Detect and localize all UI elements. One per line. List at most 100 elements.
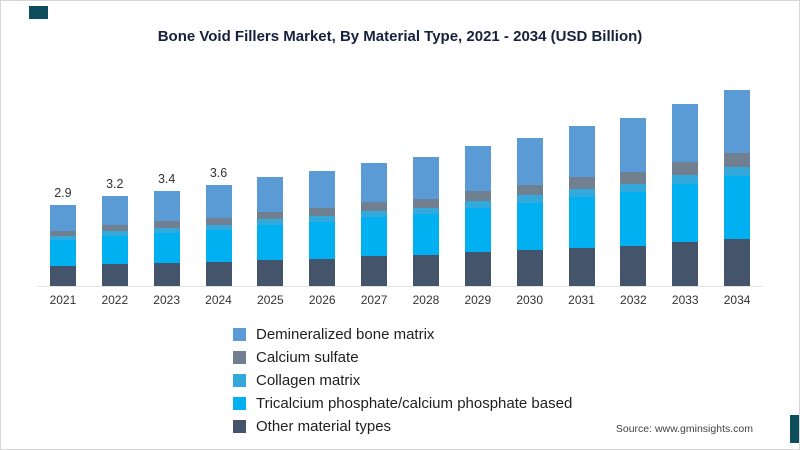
bar-segment	[568, 126, 595, 178]
legend-swatch-icon	[233, 397, 246, 410]
bar-slot	[659, 85, 711, 286]
bar-segment	[724, 90, 751, 153]
bar-value-label: 3.4	[157, 171, 176, 186]
bar-segment	[101, 231, 128, 236]
x-axis-label: 2031	[568, 293, 595, 307]
stacked-bar	[620, 117, 647, 286]
x-axis-row: 2021 2022 2023 2024 2025 2026 2027 2028 2029 2030…	[37, 293, 763, 307]
bar-segment	[412, 198, 439, 208]
stacked-bar	[205, 185, 232, 286]
bar-segment	[309, 216, 336, 222]
bar-segment	[568, 177, 595, 189]
legend-item: Demineralized bone matrix	[233, 323, 799, 346]
bar-segment	[205, 261, 232, 286]
bar-segment	[49, 230, 76, 237]
bar-segment	[49, 240, 76, 267]
x-axis-label: 2021	[49, 293, 77, 307]
stacked-bar	[49, 204, 76, 286]
x-axis-label: 2022	[101, 293, 129, 307]
corner-accent-top-left	[29, 6, 48, 19]
stacked-bar	[257, 176, 284, 286]
bar-segment	[361, 162, 388, 202]
x-axis-label: 2034	[723, 293, 751, 307]
legend-item: Collagen matrix	[233, 369, 799, 392]
bar-segment	[153, 190, 180, 222]
bar-segment	[153, 263, 180, 286]
legend-label: Demineralized bone matrix	[256, 326, 435, 343]
bar-segment	[205, 224, 232, 230]
bar-slot: 3.6	[193, 166, 245, 286]
bar-segment	[724, 239, 751, 286]
bar-segment	[464, 252, 491, 286]
bar-segment	[257, 219, 284, 225]
x-axis-label: 2032	[620, 293, 647, 307]
x-axis-label: 2027	[360, 293, 388, 307]
bar-segment	[464, 146, 491, 191]
bar-slot	[400, 138, 452, 286]
bar-segment	[672, 242, 699, 286]
bar-slot	[296, 152, 348, 286]
x-axis-label: 2026	[308, 293, 336, 307]
x-axis-label: 2028	[412, 293, 440, 307]
bar-segment	[464, 200, 491, 208]
bar-segment	[257, 176, 284, 212]
bar-segment	[153, 232, 180, 263]
bar-value-label: 3.2	[106, 177, 124, 192]
bar-segment	[620, 171, 647, 184]
plot-area: 2.9 3.2 3.4 3.6	[37, 64, 763, 287]
chart-title: Bone Void Fillers Market, By Material Ty…	[157, 28, 643, 45]
bar-segment	[101, 235, 128, 265]
stacked-bar	[464, 146, 491, 286]
bar-slot	[504, 119, 556, 286]
bar-slot: 3.4	[141, 172, 193, 286]
bar-segment	[153, 227, 180, 233]
stacked-bar	[672, 104, 699, 286]
x-axis-label: 2025	[257, 293, 284, 307]
legend-swatch-icon	[233, 328, 246, 341]
bar-segment	[672, 162, 699, 175]
bar-segment	[361, 210, 388, 217]
bar-segment	[620, 191, 647, 246]
bar-slot	[452, 127, 504, 286]
bar-segment	[516, 250, 543, 286]
bar-slot	[711, 71, 763, 286]
bar-segment	[724, 166, 751, 177]
bar-segment	[101, 196, 128, 226]
bar-slot	[244, 158, 296, 286]
bar-segment	[309, 171, 336, 208]
bar-segment	[620, 117, 647, 172]
bar-slot	[556, 107, 608, 286]
bar-segment	[257, 224, 284, 260]
bar-slot	[607, 99, 659, 286]
stacked-bar	[361, 162, 388, 286]
bar-segment	[49, 266, 76, 286]
bar-segment	[672, 104, 699, 163]
bar-segment	[412, 214, 439, 256]
legend-swatch-icon	[233, 351, 246, 364]
bar-segment	[620, 183, 647, 192]
bar-segment	[516, 137, 543, 185]
bar-value-label: 3.6	[209, 166, 228, 181]
bar-segment	[568, 188, 595, 197]
legend-swatch-icon	[233, 374, 246, 387]
legend-item: Other material types	[233, 415, 799, 438]
legend-label: Collagen matrix	[256, 372, 361, 389]
bar-segment	[672, 174, 699, 185]
bar-segment	[101, 225, 128, 232]
x-axis-label: 2033	[671, 293, 699, 307]
bar-segment	[49, 236, 76, 241]
x-axis-label: 2024	[205, 293, 232, 307]
legend: Demineralized bone matrix Calcium sulfate…	[1, 323, 799, 438]
bar-segment	[412, 157, 439, 199]
bar-segment	[724, 176, 751, 239]
legend-item: Tricalcium phosphate/calcium phosphate b…	[233, 392, 799, 415]
bar-segment	[49, 204, 76, 231]
legend-swatch-icon	[233, 420, 246, 433]
bar-segment	[205, 217, 232, 225]
stacked-bar	[101, 196, 128, 286]
stacked-bar	[153, 190, 180, 286]
bar-segment	[101, 264, 128, 286]
bar-segment	[309, 221, 336, 259]
bar-segment	[672, 184, 699, 243]
